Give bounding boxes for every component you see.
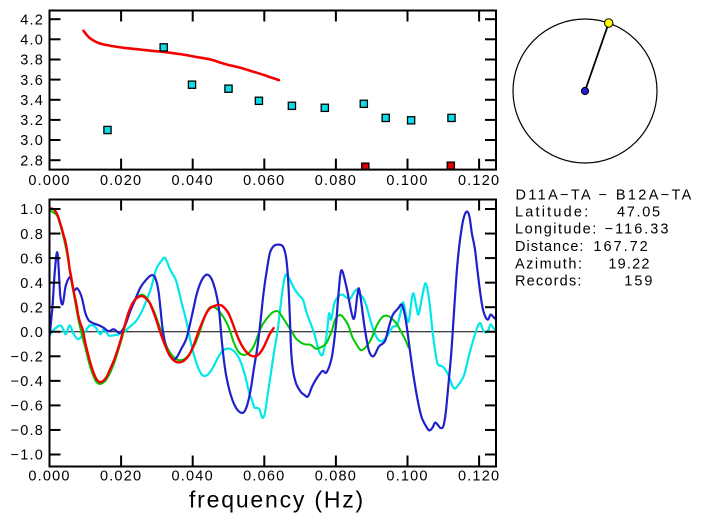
- svg-text:0.040: 0.040: [172, 469, 214, 485]
- svg-text:4.2: 4.2: [20, 12, 44, 28]
- svg-text:Records:: Records:: [515, 274, 583, 290]
- svg-text:2.8: 2.8: [20, 153, 44, 169]
- svg-text:0.8: 0.8: [20, 227, 44, 243]
- svg-text:4.0: 4.0: [20, 33, 44, 49]
- svg-text:0.100: 0.100: [386, 469, 428, 485]
- svg-text:−0.8: −0.8: [11, 423, 44, 439]
- svg-text:Azimuth:: Azimuth:: [515, 256, 583, 272]
- svg-text:47.05: 47.05: [617, 204, 662, 220]
- svg-text:0.4: 0.4: [20, 276, 44, 292]
- svg-text:Distance:: Distance:: [515, 239, 584, 255]
- svg-text:0.0: 0.0: [20, 325, 44, 341]
- svg-text:0.000: 0.000: [28, 469, 70, 485]
- svg-text:0.100: 0.100: [386, 173, 428, 189]
- svg-text:frequency (Hz): frequency (Hz): [189, 487, 365, 513]
- svg-text:0.020: 0.020: [100, 173, 142, 189]
- svg-text:0.060: 0.060: [243, 469, 285, 485]
- svg-text:0.000: 0.000: [28, 173, 70, 189]
- svg-text:0.060: 0.060: [243, 173, 285, 189]
- svg-text:0.020: 0.020: [100, 469, 142, 485]
- svg-text:−0.6: −0.6: [11, 399, 44, 415]
- svg-text:3.6: 3.6: [20, 73, 44, 89]
- svg-text:−1.0: −1.0: [11, 448, 44, 464]
- svg-text:D11A−TA − B12A−TA: D11A−TA − B12A−TA: [516, 188, 694, 204]
- svg-text:Latitude:: Latitude:: [515, 204, 590, 220]
- svg-text:−116.33: −116.33: [605, 222, 671, 238]
- svg-text:0.2: 0.2: [20, 300, 44, 316]
- svg-text:Longitude:: Longitude:: [515, 222, 598, 238]
- svg-text:3.2: 3.2: [20, 113, 44, 129]
- svg-text:−0.2: −0.2: [11, 350, 44, 366]
- svg-text:0.6: 0.6: [20, 251, 44, 267]
- svg-text:19.22: 19.22: [608, 256, 650, 272]
- svg-text:0.080: 0.080: [315, 469, 357, 485]
- svg-text:0.040: 0.040: [172, 173, 214, 189]
- svg-text:0.080: 0.080: [315, 173, 357, 189]
- svg-text:3.0: 3.0: [20, 133, 44, 149]
- svg-text:0.120: 0.120: [458, 173, 500, 189]
- svg-text:3.4: 3.4: [20, 93, 44, 109]
- svg-text:167.72: 167.72: [593, 239, 649, 255]
- svg-text:159: 159: [624, 274, 654, 290]
- svg-text:0.120: 0.120: [458, 469, 500, 485]
- svg-text:−0.4: −0.4: [11, 374, 44, 390]
- svg-text:1.0: 1.0: [20, 202, 44, 218]
- svg-text:3.8: 3.8: [20, 53, 44, 69]
